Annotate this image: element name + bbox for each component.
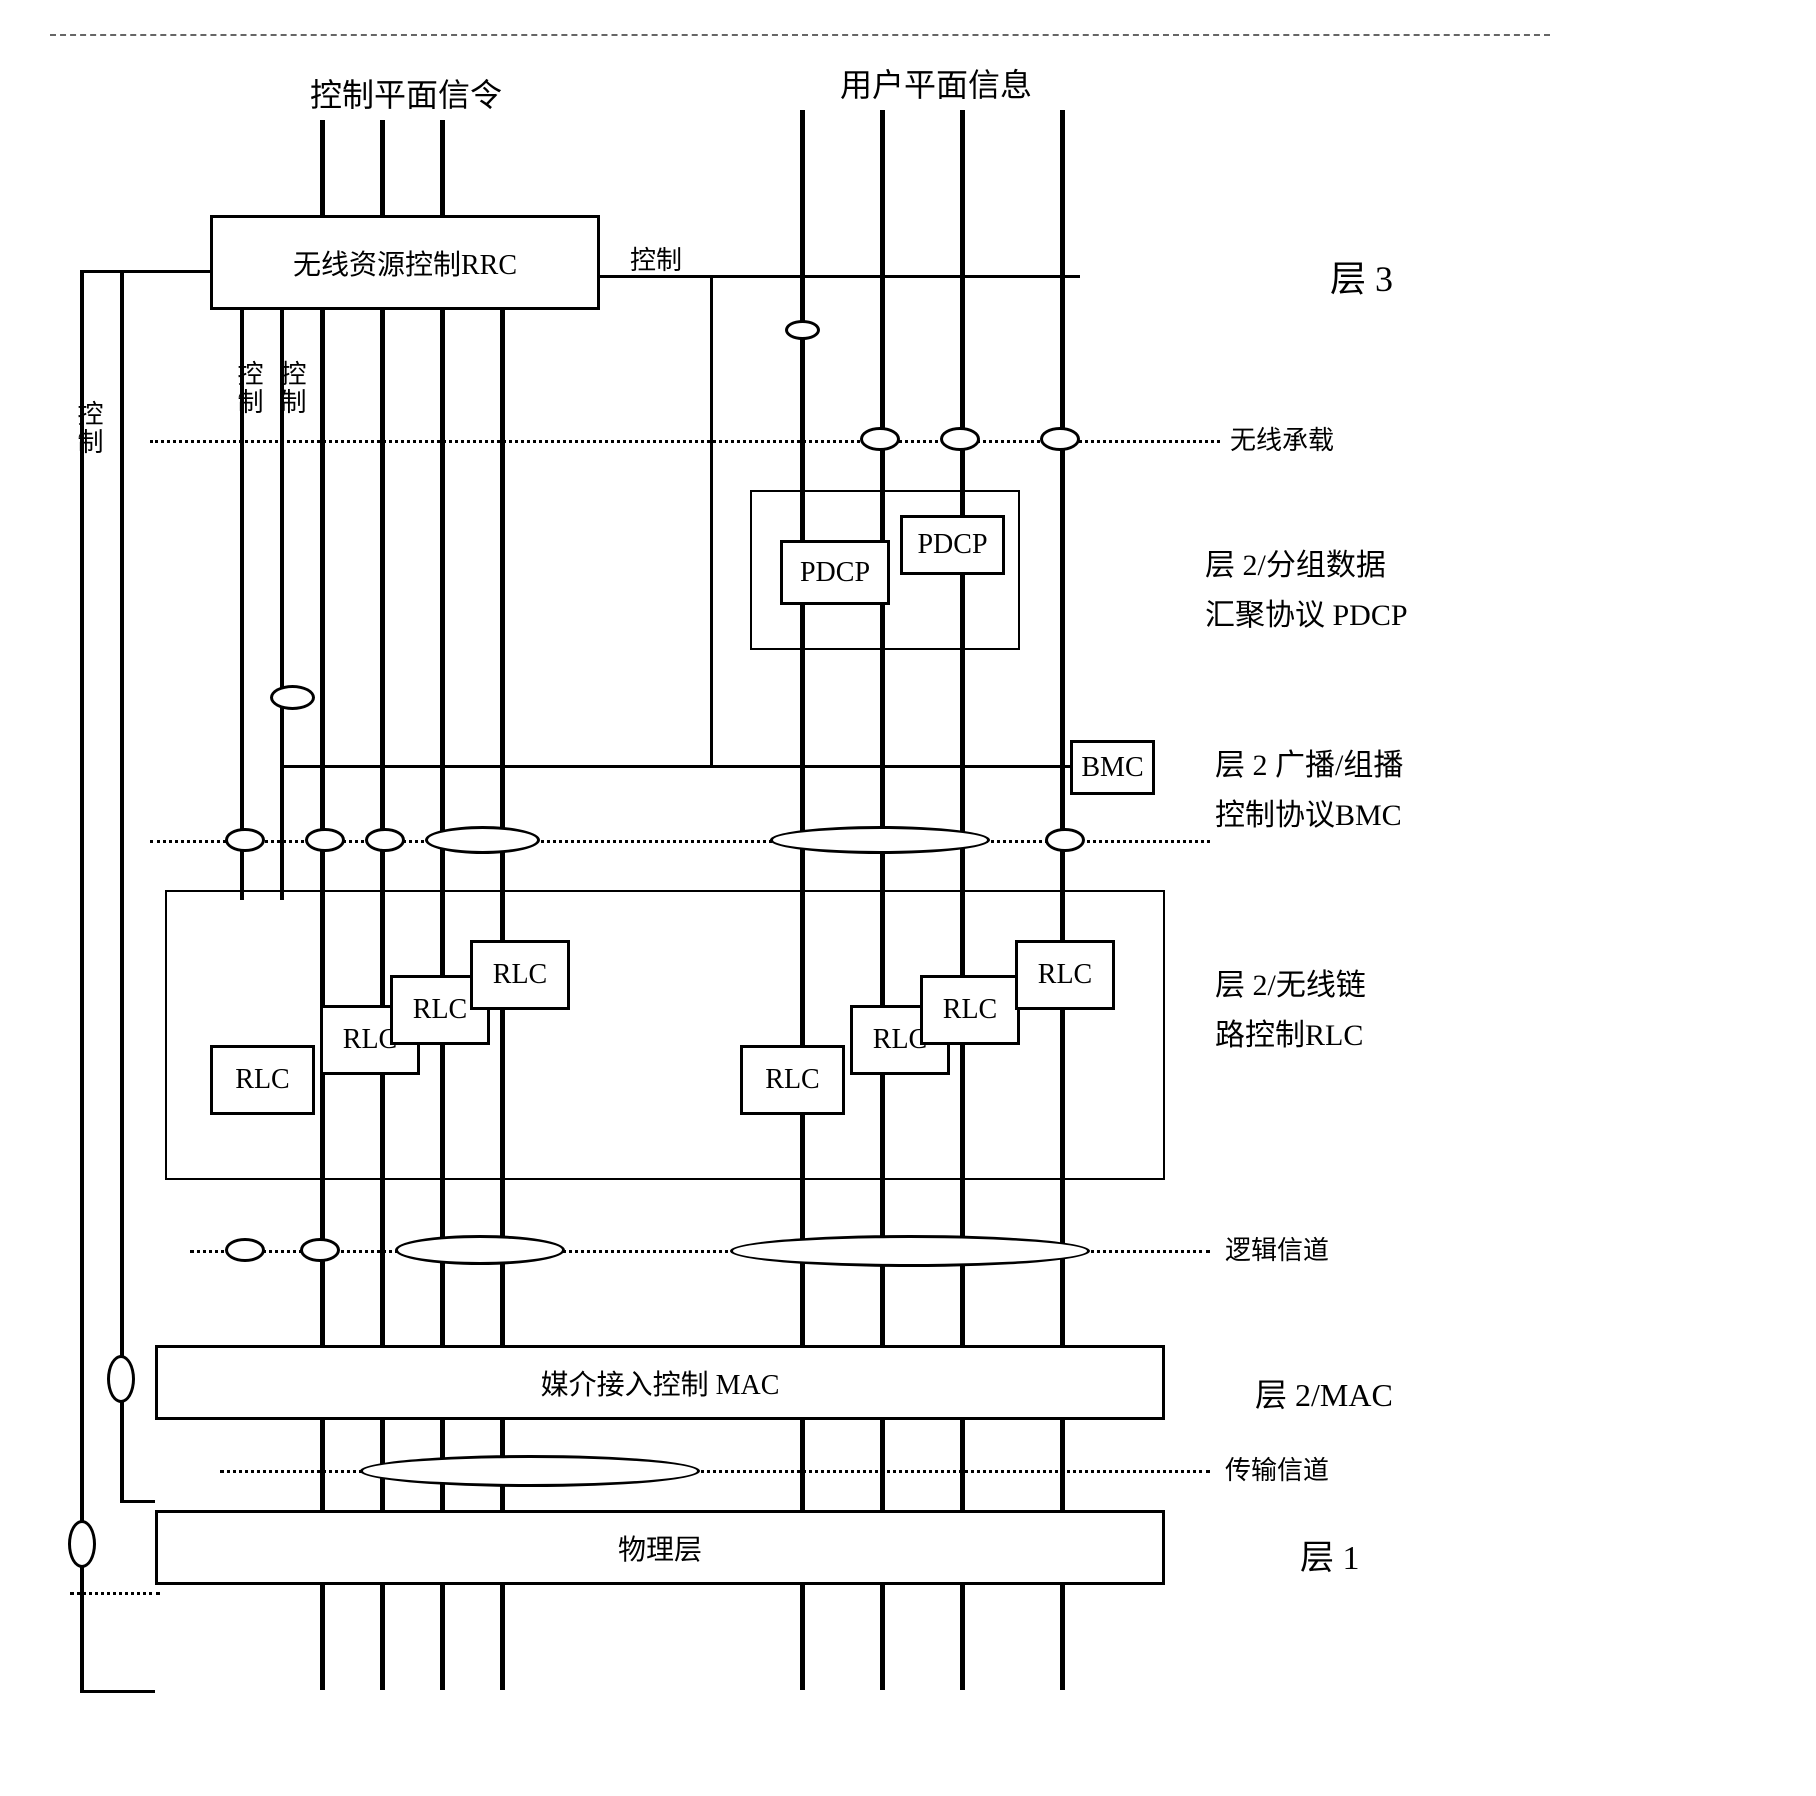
pdcp-box1: PDCP (780, 540, 890, 605)
radio-bearer-label: 无线承载 (1230, 420, 1334, 457)
ell-bmc2 (305, 828, 345, 852)
ell-bmc3 (365, 828, 405, 852)
rlc-box8: RLC (1015, 940, 1115, 1010)
left-h1 (80, 270, 210, 273)
left-control2 (120, 270, 124, 1500)
ell-lc3 (395, 1235, 565, 1265)
control-label-top: 控制 (630, 240, 682, 277)
layer1-label: 层 1 (1300, 1530, 1360, 1579)
ell-bmc5 (770, 826, 990, 854)
ell-lc4 (730, 1235, 1090, 1267)
ell-top-user (785, 320, 820, 340)
rlc5-label: RLC (765, 1064, 819, 1096)
ell-mid (270, 685, 315, 710)
bmc-box: BMC (1070, 740, 1155, 795)
left-h3 (120, 1500, 155, 1503)
ell-rb1 (860, 427, 900, 451)
ell-transport (360, 1455, 700, 1487)
phy-box: 物理层 (155, 1510, 1165, 1585)
ell-bmc4 (425, 826, 540, 854)
rrc-label: 无线资源控制RRC (293, 243, 517, 283)
ell-phy-left (68, 1520, 96, 1568)
ell-rb2 (940, 427, 980, 451)
phy-label: 物理层 (618, 1528, 702, 1568)
left-h2 (80, 1690, 155, 1693)
ell-rb3 (1040, 427, 1080, 451)
transport-ch-label: 传输信道 (1225, 1450, 1329, 1487)
header-control-plane: 控制平面信令 (310, 70, 502, 116)
rlc1-label: RLC (235, 1064, 289, 1096)
top-border (50, 34, 1550, 36)
rrc-box: 无线资源控制RRC (210, 215, 600, 310)
rlc8-label: RLC (1038, 959, 1092, 991)
ell-bmc6 (1045, 828, 1085, 852)
l2-rlc-label2: 路控制RLC (1215, 1010, 1363, 1054)
rlc4-label: RLC (493, 959, 547, 991)
pdcp-box2: PDCP (900, 515, 1005, 575)
bmc-label: BMC (1081, 752, 1143, 784)
ell-lc2 (300, 1238, 340, 1262)
layer3-label: 层 3 (1330, 250, 1393, 302)
pdcp1-label: PDCP (800, 557, 870, 589)
mac-label: 媒介接入控制 MAC (541, 1363, 780, 1403)
l2-rlc-label1: 层 2/无线链 (1215, 960, 1366, 1004)
rlc-box5: RLC (740, 1045, 845, 1115)
mac-box: 媒介接入控制 MAC (155, 1345, 1165, 1420)
ell-bmc1 (225, 828, 265, 852)
rlc-box7: RLC (920, 975, 1020, 1045)
bmc-hline (280, 765, 1070, 768)
ell-mac-left (107, 1355, 135, 1403)
rlc-box1: RLC (210, 1045, 315, 1115)
vtext-ctrl-1: 控制 (230, 360, 267, 416)
left-control1 (80, 270, 84, 1690)
rlc7-label: RLC (943, 994, 997, 1026)
rrc-control-vdrop (710, 275, 713, 765)
vtext-ctrl-2: 控制 (273, 360, 310, 416)
rlc3-label: RLC (413, 994, 467, 1026)
l2-pdcp-label2: 汇聚协议 PDCP (1205, 590, 1408, 634)
l2-pdcp-label1: 层 2/分组数据 (1205, 540, 1386, 584)
l2-mac-label: 层 2/MAC (1255, 1370, 1393, 1416)
rlc-box4: RLC (470, 940, 570, 1010)
ell-lc1 (225, 1238, 265, 1262)
pdcp2-label: PDCP (917, 529, 987, 561)
protocol-stack-diagram: 控制平面信令 用户平面信息 无线资源控制RRC 控制 层 3 控制 控制 控制 … (20, 20, 1816, 1776)
logical-ch-label: 逻辑信道 (1225, 1230, 1329, 1267)
vtext-ctrl-left: 控制 (70, 400, 107, 456)
header-user-plane: 用户平面信息 (840, 60, 1032, 106)
l2-bmc-label1: 层 2 广播/组播 (1215, 740, 1403, 784)
l2-bmc-label2: 控制协议BMC (1215, 790, 1402, 834)
